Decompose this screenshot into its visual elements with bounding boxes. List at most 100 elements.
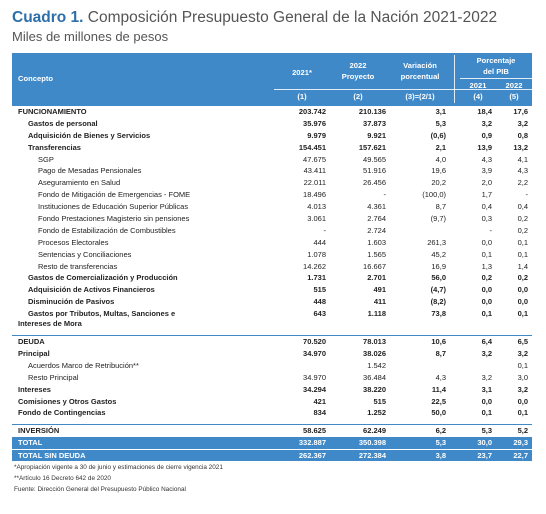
row-label: FUNCIONAMIENTO [18,107,87,116]
cell-v4: 0,2 [481,273,492,283]
table-row: FUNCIONAMIENTO 203.742 210.136 3,1 18,4 17,6 [12,105,532,118]
cell-v1: 58.625 [303,426,326,436]
cell-v4: 1,7 [481,190,492,200]
cell-v1: 444 [313,237,326,247]
cell-v3: 50,0 [431,408,446,418]
cell-v1: 515 [313,285,326,295]
row-label: Procesos Electorales [38,237,109,247]
header-index-5: (5) [509,92,519,101]
table-row: Gastos de Comercialización y Producción 1… [12,272,532,284]
row-label: SGP [38,154,54,164]
cell-v3: 8,7 [435,349,446,359]
header-2022: 2022 [349,61,367,70]
table-subtitle: Miles de millones de pesos [12,29,169,44]
cell-v2: 36.484 [363,372,386,382]
row-label: INVERSIÓN [18,426,60,436]
cell-v1: 34.294 [303,384,326,394]
table-title: Cuadro 1. Composición Presupuesto Genera… [12,9,497,27]
cell-v2: 1.252 [367,408,386,418]
cell-v3: 45,2 [431,249,446,259]
cell-v1: 70.520 [303,337,326,347]
cell-v3: (0,6) [430,130,446,140]
cell-v1: 14.262 [303,261,326,271]
cell-v5: 4,1 [517,154,528,164]
header-variacion: Variación [403,61,437,70]
table-row: Fondo Prestaciones Magisterio sin pensio… [12,213,532,225]
cell-v3: (100,0) [422,190,446,200]
header-concepto: Concepto [18,74,54,83]
row-label: Fondo de Mitigación de Emergencias - FOM… [38,190,191,200]
cell-v1: 34.970 [303,349,326,359]
cell-v5: 3,2 [517,384,528,394]
cell-v5: 0,2 [517,273,528,283]
header-pib-vline [454,55,455,103]
cell-v2: 78.013 [363,337,386,347]
total-cell-v5: 22,7 [513,450,528,460]
row-label-continued: Intereses de Mora [18,319,82,329]
cell-v1: 4.013 [307,202,326,212]
cell-v5: 3,2 [517,118,528,128]
cell-v4: 0,0 [481,237,492,247]
cell-v5: 0,1 [517,408,528,418]
table-row: Procesos Electorales 444 1.603 261,3 0,0 0,1 [12,237,532,249]
cell-v4: 3,1 [481,384,492,394]
table-totals: TOTAL 332.887 350.398 5,3 30,0 29,3 TOTAL SIN … [12,437,532,462]
cell-v1: 203.742 [298,107,326,116]
cell-v4: 2,0 [481,178,492,188]
header-del-pib: del PIB [483,67,509,76]
cell-v3: 19,6 [431,166,446,176]
cell-v3: 10,6 [431,337,446,347]
row-label: Acuerdos Marco de Retribución** [28,360,139,370]
header-pib-divider [460,78,532,79]
row-label: Adquisición de Activos Financieros [28,285,155,295]
cell-v2: 37.873 [363,118,386,128]
cell-v5: 0,4 [517,202,528,212]
cell-v4: 3,2 [481,118,492,128]
cell-v2: 157.621 [358,142,386,152]
cell-v4: 0,3 [481,214,492,224]
cell-v4: - [489,225,493,235]
cell-v3: 56,0 [431,273,446,283]
table-row: Aseguramiento en Salud 22.011 26.456 20,2 2,… [12,177,532,189]
cell-v3: 11,4 [431,384,446,394]
header-proyecto: Proyecto [341,72,375,81]
total-label: TOTAL SIN DEUDA [18,450,86,460]
cell-v5: 0,8 [517,130,528,140]
cell-v3: 16,9 [431,261,446,271]
table-row: Resto Principal 34.970 36.484 4,3 3,2 3,0 [12,372,532,384]
cell-v2: 515 [373,396,386,406]
cell-v4: 13,9 [477,142,492,152]
cell-v3: 20,2 [431,178,446,188]
cell-v5: 0,1 [517,309,528,319]
cell-v5: 13,2 [513,142,528,152]
row-label: Fondo de Estabilización de Combustibles [38,225,176,235]
table-title-text: Composición Presupuesto General de la Na… [87,9,498,26]
cell-v2: 38.220 [363,384,386,394]
cell-v2: 2.701 [367,273,386,283]
row-label: Sentencias y Conciliaciones [38,249,132,259]
cell-v5: 3,0 [517,372,528,382]
table-row: Adquisición de Activos Financieros 515 491… [12,284,532,296]
cell-v1: - [323,225,327,235]
total-cell-v4: 23,7 [477,450,492,460]
header-pib-2022: 2022 [505,81,523,90]
table-row: Fondo de Contingencias 834 1.252 50,0 0,1 0,1 [12,407,532,419]
row-label: Pago de Mesadas Pensionales [38,166,142,176]
table-number: Cuadro 1. [12,9,84,26]
cell-v5: 1,4 [517,261,528,271]
cell-v4: 4,3 [481,154,492,164]
cell-v4: 3,9 [481,166,492,176]
cell-v4: 0,1 [481,249,492,259]
cell-v2: 38.026 [363,349,386,359]
total-cell-v1: 262.367 [298,450,326,460]
header-porcentaje: Porcentaje [476,56,516,65]
cell-v1: 47.675 [303,154,326,164]
row-label: Principal [18,349,50,359]
table-row: Fondo de Estabilización de Combustibles -… [12,225,532,237]
cell-v1: 1.731 [307,273,326,283]
table-row: Sentencias y Conciliaciones 1.078 1.565 45,… [12,249,532,261]
row-label: Disminución de Pasivos [28,297,115,307]
cell-v4: 5,3 [481,426,492,436]
cell-v1: 834 [313,408,326,418]
cell-v5: 0,0 [517,396,528,406]
